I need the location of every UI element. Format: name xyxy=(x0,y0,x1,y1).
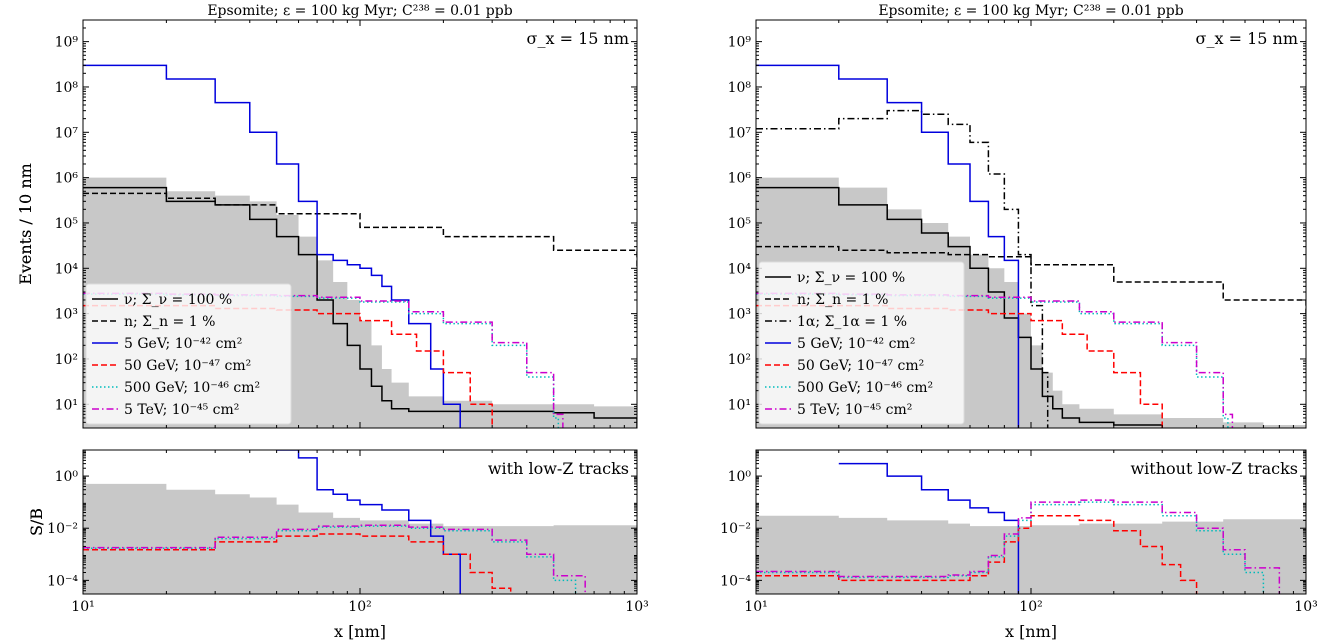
panel-annotation: without low-Z tracks xyxy=(1130,459,1298,478)
y-tick-label: 10⁻² xyxy=(720,521,751,537)
legend-entry-5-gev-10-cm: 5 GeV; 10⁻⁴² cm² xyxy=(124,336,242,352)
x-tick-label: 10¹ xyxy=(744,599,767,615)
y-tick-label: 10⁹ xyxy=(728,35,752,51)
panel-annotation: with low-Z tracks xyxy=(488,459,629,478)
x-axis-label: x [nm] xyxy=(334,622,386,641)
chart-panel-2: 10¹ 10² 10³ 10⁴ 10⁵ 10⁶ 10⁷ 10⁸ 10⁹ Events / 10 n… xyxy=(16,3,1307,429)
chart-panel-4: 10¹ 10² 10³ 10⁻⁴ 10⁻² 10⁰ S/B x [nm] without low… xyxy=(27,449,1318,641)
y-axis-label: S/B xyxy=(27,508,46,536)
y-tick-label: 10⁶ xyxy=(728,171,752,187)
y-tick-label: 10⁻⁴ xyxy=(720,573,751,589)
y-axis-label: Events / 10 nm xyxy=(16,163,35,285)
chart-title: Epsomite; ε = 100 kg Myr; C²³⁸ = 0.01 pp… xyxy=(878,3,1183,19)
legend-box xyxy=(758,261,965,425)
background-uncertainty-band xyxy=(83,483,637,594)
y-tick-label: 10⁵ xyxy=(728,216,752,232)
y-tick-label: 10⁸ xyxy=(55,80,79,96)
series-line-5-tev-10-cm xyxy=(756,499,1281,594)
y-tick-label: 10³ xyxy=(728,307,751,323)
y-axis-label: S/B xyxy=(27,508,46,536)
y-tick-label: 10⁹ xyxy=(55,35,79,51)
x-tick-label: 10² xyxy=(1019,599,1042,615)
series-line-5-gev-10-cm xyxy=(276,450,461,594)
y-tick-label: 10³ xyxy=(55,307,78,323)
series-line-50-gev-10-cm xyxy=(756,515,1198,594)
series-line-1-1-1 xyxy=(756,109,1049,428)
x-tick-label: 10³ xyxy=(1294,599,1317,615)
series-line-50-gev-10-cm xyxy=(83,533,512,594)
series-line-5-gev-10-cm xyxy=(756,64,1020,428)
legend-entry-500-gev-10-cm: 500 GeV; 10⁻⁴⁶ cm² xyxy=(124,380,260,396)
legend-entry-5-gev-10-cm: 5 GeV; 10⁻⁴² cm² xyxy=(797,336,915,352)
series-line-n-n-1 xyxy=(756,245,1306,319)
y-tick-label: 10⁻² xyxy=(47,521,78,537)
x-tick-label: 10³ xyxy=(625,599,648,615)
legend-entry-n-n-1: n; Σ_n = 1 % xyxy=(797,292,888,308)
x-axis-label: x [nm] xyxy=(1005,622,1057,641)
y-tick-label: 10⁻⁴ xyxy=(47,573,78,589)
panel-annotation: σ_x = 15 nm xyxy=(1196,29,1298,48)
legend-entry-n-n-1: n; Σ_n = 1 % xyxy=(124,314,215,330)
legend-entry-100: ν; Σ_ν = 100 % xyxy=(797,270,905,286)
y-tick-label: 10⁷ xyxy=(55,125,79,141)
y-tick-label: 10⁴ xyxy=(55,261,79,277)
legend: ν; Σ_ν = 100 % n; Σ_n = 1 % 1α; Σ_1α = 1 %… xyxy=(758,261,965,425)
legend: ν; Σ_ν = 100 % n; Σ_n = 1 % 5 GeV; 10⁻⁴² c… xyxy=(85,283,292,425)
x-tick-label: 10¹ xyxy=(71,599,94,615)
y-tick-label: 10⁵ xyxy=(55,216,79,232)
legend-entry-500-gev-10-cm: 500 GeV; 10⁻⁴⁶ cm² xyxy=(797,380,933,396)
legend-box xyxy=(85,283,292,425)
y-tick-label: 10² xyxy=(728,352,751,368)
x-tick-label: 10² xyxy=(348,599,371,615)
y-tick-label: 10⁷ xyxy=(728,125,752,141)
panel-annotation: σ_x = 15 nm xyxy=(527,29,629,48)
background-uncertainty-band xyxy=(756,515,1306,594)
y-tick-label: 10¹ xyxy=(55,397,78,413)
y-tick-label: 10⁸ xyxy=(728,80,752,96)
legend-entry-50-gev-10-cm: 50 GeV; 10⁻⁴⁷ cm² xyxy=(124,358,251,374)
legend-entry-5-tev-10-cm: 5 TeV; 10⁻⁴⁵ cm² xyxy=(124,402,239,418)
legend-entry-50-gev-10-cm: 50 GeV; 10⁻⁴⁷ cm² xyxy=(797,358,924,374)
series-line-100 xyxy=(83,186,637,428)
legend-entry-100: ν; Σ_ν = 100 % xyxy=(124,292,232,308)
y-tick-label: 10⁴ xyxy=(728,261,752,277)
series-line-5-gev-10-cm xyxy=(83,64,461,428)
series-line-5-tev-10-cm xyxy=(83,524,586,594)
chart-panel-1: 10¹ 10² 10³ 10⁴ 10⁵ 10⁶ 10⁷ 10⁸ 10⁹ Events / 10 n… xyxy=(16,3,638,429)
y-tick-label: 10¹ xyxy=(728,397,751,413)
y-tick-label: 10² xyxy=(55,352,78,368)
y-tick-label: 10⁰ xyxy=(55,469,79,485)
chart-title: Epsomite; ε = 100 kg Myr; C²³⁸ = 0.01 pp… xyxy=(207,3,512,19)
legend-entry-1-1-1: 1α; Σ_1α = 1 % xyxy=(797,314,907,330)
series-line-5-gev-10-cm xyxy=(838,462,1020,594)
chart-panel-3: 10¹ 10² 10³ 10⁻⁴ 10⁻² 10⁰ S/B x [nm] with low-Z … xyxy=(27,449,649,641)
y-tick-label: 10⁰ xyxy=(728,469,752,485)
y-tick-label: 10⁶ xyxy=(55,171,79,187)
legend-entry-5-tev-10-cm: 5 TeV; 10⁻⁴⁵ cm² xyxy=(797,402,912,418)
series-line-n-n-1 xyxy=(83,192,637,269)
y-axis-label: Events / 10 nm xyxy=(16,163,35,285)
